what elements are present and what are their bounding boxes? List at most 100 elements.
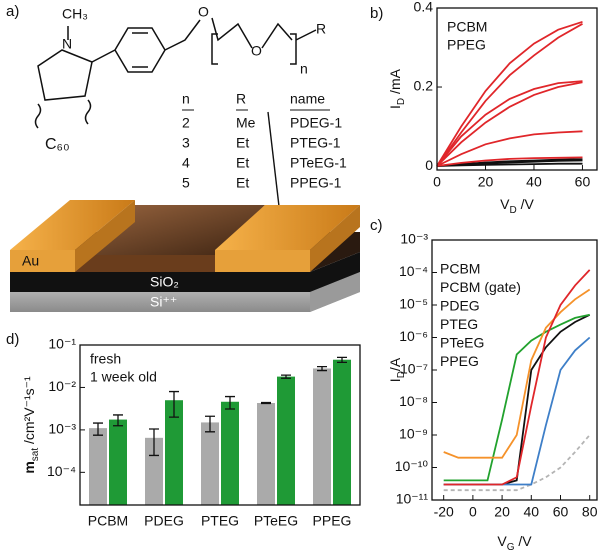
au-front — [215, 250, 310, 272]
table-header: n — [182, 91, 190, 107]
x-tick-label: 20 — [478, 174, 494, 190]
x-tick-label: 0 — [433, 174, 441, 190]
axis-label-part: /A — [387, 357, 403, 371]
structure: N CH₃ O O n R C₆₀ — [34, 4, 326, 153]
x-tick-label: PTEG — [201, 513, 239, 529]
table-cell: PTeEG-1 — [290, 155, 347, 171]
legend-entry: PDEG — [440, 298, 480, 314]
axis-label-part: m — [21, 461, 37, 473]
panel-label: c) — [370, 217, 383, 234]
pyrrolidine-ring — [37, 49, 93, 101]
data-line — [436, 130, 583, 167]
data-line — [436, 162, 583, 167]
table-cell: 4 — [182, 155, 190, 171]
y-tick-label: 10⁻⁴ — [47, 463, 76, 479]
error-bar — [93, 422, 103, 436]
data-line — [436, 80, 583, 167]
bar — [89, 428, 107, 505]
x-tick-label: 40 — [526, 174, 542, 190]
phenyl — [91, 19, 201, 73]
axis-label-part: /V — [517, 196, 535, 212]
error-bar — [225, 395, 235, 410]
x-tick-label: 60 — [575, 174, 591, 190]
y-tick-label: 10⁻⁹ — [399, 426, 428, 442]
table-cell: PTEG-1 — [290, 135, 341, 151]
bar — [145, 437, 163, 505]
x-tick-label: PPEG — [313, 513, 352, 529]
bar — [109, 419, 127, 505]
legend-entry: PCBM — [440, 261, 480, 277]
error-bar — [169, 390, 179, 418]
au-front — [10, 250, 75, 272]
semiconductor-front — [75, 255, 215, 272]
chain — [211, 17, 293, 49]
x-tick-label: PTeEG — [254, 513, 298, 529]
y-tick-label: 10⁻³ — [400, 231, 428, 247]
y-tick-label: 10⁻⁶ — [399, 328, 428, 344]
bar — [201, 422, 219, 505]
table-cell: Me — [236, 115, 256, 131]
x-tick-label: 40 — [524, 504, 540, 520]
y-tick-label: 10⁻¹¹ — [396, 491, 429, 507]
panel-label: b) — [370, 5, 383, 22]
axis-frame — [436, 7, 598, 171]
axis-label-part: /mA — [387, 68, 403, 97]
atom: CH₃ — [62, 6, 88, 22]
legend-entry: fresh — [90, 351, 121, 367]
atom: N — [62, 36, 72, 52]
x-tick-label: 80 — [582, 504, 598, 520]
axis-frame — [431, 239, 598, 501]
bar — [333, 359, 351, 505]
y-tick-label: 0 — [425, 157, 433, 173]
y-tick-label: 10⁻⁵ — [399, 296, 428, 312]
atom: O — [198, 4, 209, 20]
error-bar — [261, 401, 271, 405]
data-line — [443, 269, 591, 486]
axis-label: VG /V — [497, 533, 532, 553]
subscript: n — [300, 61, 308, 77]
si-side — [310, 272, 360, 312]
axis-label-part: V — [497, 533, 507, 549]
atom: R — [316, 21, 326, 37]
data-line — [436, 81, 583, 167]
layer-label: Au — [22, 253, 39, 269]
au-side — [310, 205, 360, 272]
axis-label-part: D — [509, 205, 516, 216]
legend-entry: PCBM — [447, 19, 487, 35]
data-line — [436, 23, 583, 167]
bar — [277, 376, 295, 505]
y-tick-label: 0.4 — [414, 0, 434, 15]
bar — [313, 368, 331, 505]
data-line — [436, 156, 583, 167]
layer-label: Si⁺⁺ — [150, 294, 177, 310]
c60-bond — [34, 99, 92, 129]
data-line — [443, 288, 591, 459]
axis-label: VD /V — [500, 196, 534, 216]
legend-entry: PTeEG — [440, 335, 484, 351]
legend-entry: 1 week old — [90, 369, 157, 385]
x-tick-label: 0 — [469, 504, 477, 520]
table-cell: Et — [236, 155, 249, 171]
table-header: R — [236, 91, 246, 107]
layer-label: SiO₂ — [150, 274, 179, 290]
axis-label-part: /cm²V⁻¹s⁻¹ — [21, 376, 37, 448]
axis-label-part: D — [396, 371, 407, 378]
bracket — [211, 29, 317, 65]
atom: C₆₀ — [45, 136, 70, 153]
axis-label: msat /cm²V⁻¹s⁻¹ — [21, 376, 41, 474]
atom: O — [251, 43, 262, 59]
error-bar — [205, 415, 215, 433]
axis-label-part: /V — [515, 533, 533, 549]
table-cell: PPEG-1 — [290, 175, 342, 191]
axis-label: ID/A — [387, 357, 407, 382]
axis-label-part: G — [507, 542, 515, 553]
axis-label-part: I — [387, 378, 403, 382]
legend-entry: PTEG — [440, 316, 478, 332]
x-tick-label: -20 — [434, 504, 454, 520]
bar — [257, 403, 275, 505]
table-cell: 5 — [182, 175, 190, 191]
data-line — [443, 313, 590, 482]
table-cell: Et — [236, 175, 249, 191]
